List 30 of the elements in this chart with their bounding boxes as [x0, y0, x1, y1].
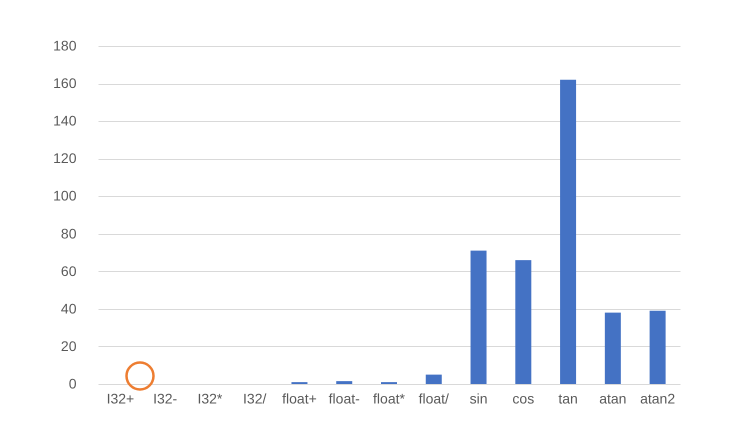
x-tick-label: cos — [512, 390, 534, 406]
x-tick-label: atan — [599, 390, 626, 406]
x-tick-label: float* — [373, 390, 406, 406]
y-tick-label: 0 — [68, 376, 77, 392]
bar — [650, 310, 666, 384]
x-tick-label: tan — [558, 390, 578, 406]
x-tick-label: float- — [328, 390, 360, 406]
bar — [560, 80, 576, 384]
y-tick-label: 20 — [60, 338, 77, 354]
y-tick-label: 100 — [53, 188, 77, 204]
x-tick-label: sin — [470, 390, 488, 406]
y-tick-label: 60 — [60, 262, 77, 279]
y-tick-label: 140 — [53, 112, 77, 129]
y-tick-label: 120 — [53, 150, 77, 166]
bar — [426, 374, 442, 384]
y-tick-label: 180 — [53, 38, 77, 54]
x-tick-label: I32/ — [243, 390, 266, 406]
y-tick-label: 80 — [60, 225, 77, 242]
x-tick-label: atan2 — [640, 390, 676, 406]
y-tick-label: 160 — [53, 75, 77, 92]
y-tick-label: 40 — [60, 300, 77, 316]
x-tick-label: I32* — [197, 390, 223, 406]
x-tick-label: float/ — [418, 390, 450, 406]
bar — [336, 381, 352, 384]
bar — [604, 312, 621, 384]
x-tick-label: float+ — [282, 390, 317, 406]
bar — [515, 260, 532, 384]
x-tick-label: I32+ — [106, 390, 134, 406]
x-tick-label: I32- — [153, 390, 178, 406]
bar — [470, 250, 487, 384]
